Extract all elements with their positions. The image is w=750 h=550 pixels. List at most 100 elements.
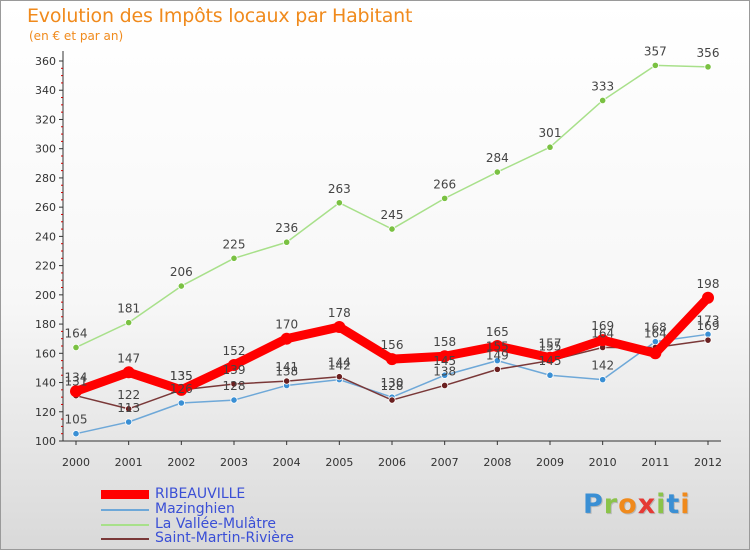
data-label: 173 — [697, 313, 720, 327]
data-point — [230, 254, 238, 262]
x-tick-label: 2001 — [115, 456, 143, 469]
data-label: 206 — [170, 265, 193, 279]
data-point — [441, 381, 449, 390]
legend-label: Saint-Martin-Rivière — [155, 530, 294, 546]
data-point — [125, 418, 133, 426]
legend-swatch-la-vallee-mulatre — [101, 524, 149, 526]
y-tick-label: 320 — [35, 113, 56, 126]
data-point — [228, 359, 240, 371]
data-point — [702, 291, 714, 304]
data-point — [493, 365, 501, 373]
data-label: 178 — [328, 306, 351, 320]
data-label: 157 — [539, 337, 562, 351]
data-point — [491, 340, 504, 352]
data-label: 266 — [433, 177, 456, 191]
x-tick-label: 2008 — [483, 456, 511, 469]
data-label: 169 — [591, 319, 614, 333]
data-label: 126 — [170, 382, 193, 396]
data-point — [72, 430, 80, 438]
data-label: 105 — [65, 413, 88, 427]
data-label: 225 — [223, 237, 246, 251]
data-label: 145 — [539, 354, 562, 368]
data-label: 149 — [486, 348, 509, 362]
data-label: 138 — [275, 364, 298, 378]
data-label: 147 — [117, 351, 140, 365]
x-tick-label: 2010 — [589, 456, 617, 469]
x-tick-label: 2007 — [431, 456, 459, 469]
data-point — [386, 353, 398, 366]
x-tick-label: 2009 — [536, 456, 564, 469]
data-point — [596, 334, 609, 347]
data-point — [704, 63, 712, 71]
legend-label: La Vallée-Mulâtre — [155, 516, 276, 532]
data-label: 152 — [223, 344, 246, 358]
y-tick-label: 240 — [35, 230, 56, 243]
data-label: 155 — [539, 340, 562, 354]
x-tick-label: 2002 — [167, 456, 195, 469]
logo-letter: x — [637, 489, 657, 520]
data-point — [546, 371, 554, 379]
data-point — [125, 405, 133, 413]
data-point — [72, 343, 80, 352]
logo-letter: o — [618, 489, 638, 520]
data-label: 122 — [117, 388, 140, 402]
data-point — [230, 396, 238, 404]
data-label: 198 — [697, 277, 720, 291]
data-point — [599, 376, 607, 384]
data-label: 128 — [223, 379, 246, 393]
legend-swatch-ribeauville — [101, 490, 149, 499]
data-label: 139 — [223, 363, 246, 377]
data-point — [599, 96, 607, 105]
data-label: 165 — [486, 325, 509, 339]
legend-swatch-mazinghien — [101, 509, 149, 511]
data-label: 131 — [65, 375, 88, 389]
data-point — [177, 399, 185, 407]
data-point — [125, 319, 133, 327]
legend-label: Mazinghien — [155, 501, 235, 517]
data-label: 144 — [328, 356, 351, 370]
y-tick-label: 280 — [35, 172, 56, 185]
y-tick-label: 220 — [35, 260, 56, 273]
data-label: 145 — [433, 354, 456, 368]
data-point — [493, 357, 501, 365]
data-label: 141 — [275, 360, 298, 374]
data-label: 142 — [591, 359, 614, 373]
data-label: 236 — [275, 221, 298, 235]
data-label: 134 — [65, 370, 88, 384]
data-label: 168 — [644, 321, 667, 335]
chart-subtitle: (en € et par an) — [29, 29, 124, 43]
data-label: 130 — [381, 376, 404, 390]
data-point — [70, 385, 82, 398]
data-point — [230, 380, 238, 388]
data-label: 169 — [697, 319, 720, 333]
data-point — [704, 336, 712, 344]
data-label: 333 — [591, 79, 614, 93]
data-label: 284 — [486, 151, 509, 165]
data-point — [388, 396, 396, 404]
data-point — [441, 371, 449, 379]
data-point — [283, 238, 291, 246]
data-point — [122, 366, 135, 379]
data-point — [335, 199, 343, 207]
y-tick-label: 100 — [35, 435, 56, 448]
x-tick-label: 2004 — [273, 456, 301, 469]
y-tick-label: 120 — [35, 406, 56, 419]
x-tick-label: 2000 — [62, 456, 90, 469]
data-label: 155 — [486, 340, 509, 354]
data-label: 138 — [433, 364, 456, 378]
proxiti-logo: Proxiti — [583, 489, 691, 520]
y-tick-label: 300 — [35, 143, 56, 156]
data-point — [546, 143, 554, 151]
legend-label: RIBEAUVILLE — [155, 486, 246, 502]
logo-letter: i — [656, 489, 667, 520]
data-label: 164 — [65, 326, 88, 340]
logo-letter: i — [680, 489, 691, 520]
data-label: 356 — [697, 46, 720, 60]
data-point — [438, 350, 451, 363]
y-tick-label: 140 — [35, 377, 56, 390]
data-point — [493, 168, 501, 176]
x-tick-label: 2012 — [694, 456, 722, 469]
data-label: 113 — [117, 401, 140, 415]
